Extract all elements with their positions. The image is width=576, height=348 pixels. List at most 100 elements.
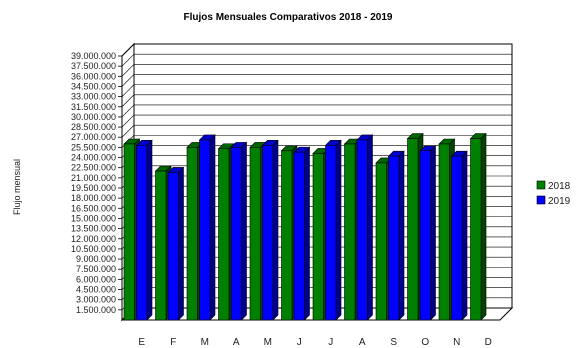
bar-2019 (419, 145, 437, 321)
y-tick-label: 30.000.000 (71, 112, 116, 122)
y-tick-label: 7.500.000 (76, 264, 116, 274)
y-tick-label: 25.500.000 (71, 142, 116, 152)
bar-front (167, 172, 179, 321)
gridline-depth (121, 114, 135, 128)
y-tick-label: 4.500.000 (76, 285, 116, 295)
x-tick-label: F (170, 337, 176, 348)
bar-2018 (469, 132, 487, 321)
legend-label-2019: 2019 (548, 196, 571, 207)
bar-side (304, 146, 310, 321)
bar-side (367, 134, 373, 321)
y-axis: 1.500.0003.000.0004.500.0006.000.0007.50… (71, 51, 123, 320)
bar-2019 (230, 141, 248, 321)
bar-side (178, 166, 184, 321)
bar-front (388, 155, 400, 321)
bar-2019 (356, 134, 374, 321)
x-tick-label: J (297, 337, 302, 348)
bar-2019 (135, 139, 153, 321)
y-tick-label: 15.000.000 (71, 213, 116, 223)
bar-2019 (198, 134, 216, 321)
y-tick-label: 34.500.000 (71, 81, 116, 91)
gridline-depth (121, 94, 135, 107)
x-tick-label: A (359, 337, 366, 348)
x-tick-label: O (421, 337, 429, 348)
y-tick-label: 27.000.000 (71, 132, 116, 142)
bar-side (209, 134, 216, 321)
x-tick-label: E (138, 337, 145, 348)
gridline-depth (121, 64, 135, 77)
bar-front (218, 148, 230, 321)
y-tick-label: 22.500.000 (71, 163, 116, 173)
y-tick-label: 33.000.000 (71, 92, 116, 102)
bar-front (451, 155, 463, 321)
y-tick-label: 6.000.000 (76, 274, 116, 284)
y-tick-label: 28.500.000 (71, 122, 116, 132)
bar-front (419, 150, 431, 321)
x-tick-label: M (201, 337, 209, 348)
bar-side (146, 139, 153, 321)
bar-front (293, 151, 305, 321)
gridline-depth (121, 104, 135, 118)
gridline-depth (121, 84, 135, 97)
bar-front (470, 138, 482, 321)
bars (123, 132, 487, 321)
y-tick-label: 13.500.000 (71, 224, 116, 234)
bar-side (398, 150, 405, 321)
x-tick-label: J (328, 337, 333, 348)
bar-side (430, 145, 436, 321)
y-tick-label: 39.000.000 (71, 51, 116, 61)
bar-side (461, 150, 468, 321)
bar-side (480, 132, 487, 321)
y-axis-label: Flujo mensual (12, 159, 22, 215)
bar-2019 (387, 150, 405, 321)
y-tick-label: 19.500.000 (71, 183, 116, 193)
x-tick-label: M (264, 337, 272, 348)
x-tick-label: D (485, 337, 492, 348)
y-tick-label: 16.500.000 (71, 203, 116, 213)
bar-side (241, 141, 247, 321)
gridline-depth (121, 74, 135, 87)
y-tick-label: 3.000.000 (76, 295, 116, 305)
y-tick-label: 10.500.000 (71, 244, 116, 254)
bar-front (356, 139, 368, 321)
y-tick-label: 9.000.000 (76, 254, 116, 264)
bar-front (312, 153, 324, 321)
x-tick-label: A (233, 337, 240, 348)
bar-front (262, 145, 274, 321)
legend-swatch-2019 (536, 195, 546, 205)
gridline-depth (121, 53, 135, 67)
gridline-depth (121, 125, 135, 138)
bar-2019 (324, 139, 342, 321)
bar-front (344, 143, 356, 321)
legend-swatch-2018 (536, 180, 546, 190)
bar-2019 (167, 166, 185, 321)
bar-front (155, 170, 167, 321)
y-tick-label: 1.500.000 (76, 305, 116, 315)
legend-label-2018: 2018 (548, 181, 571, 192)
bar-front (199, 139, 211, 321)
bar-side (335, 139, 342, 321)
bar-2019 (261, 139, 279, 321)
bar-front (123, 143, 135, 321)
y-tick-label: 18.000.000 (71, 193, 116, 203)
bar-front (186, 147, 198, 321)
y-tick-label: 37.500.000 (71, 61, 116, 71)
legend: 2018 2019 (536, 180, 571, 207)
y-tick-label: 36.000.000 (71, 71, 116, 81)
gridline-depth (121, 43, 135, 57)
bar-front (281, 150, 293, 321)
bar-front (230, 147, 242, 321)
bar-front (136, 145, 148, 321)
bar-front (375, 162, 387, 321)
y-tick-label: 21.000.000 (71, 173, 116, 183)
bar-front (249, 147, 261, 321)
bar-front (407, 138, 419, 321)
x-tick-label: S (390, 337, 397, 348)
bar-side (272, 139, 279, 321)
x-tick-label: N (453, 337, 460, 348)
y-tick-label: 31.500.000 (71, 102, 116, 112)
bar-2019 (450, 150, 468, 321)
